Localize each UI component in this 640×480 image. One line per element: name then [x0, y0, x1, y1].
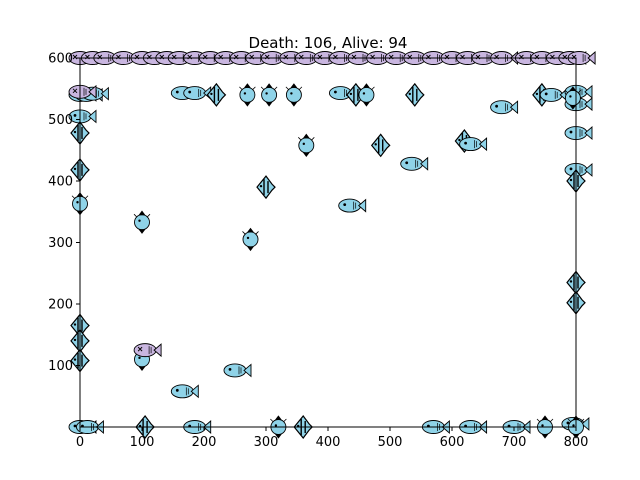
- y-tick-label: 400: [48, 175, 73, 190]
- alive-fish-marker: [183, 86, 212, 101]
- creature-layer: [68, 51, 596, 439]
- y-tick-label: 100: [48, 359, 73, 374]
- alive-fish-marker: [459, 137, 488, 152]
- alive-fish-marker: [170, 384, 199, 399]
- alive-fish-marker: [564, 126, 593, 141]
- x-tick-label: 500: [378, 435, 403, 450]
- game-status-title: Death: 106, Alive: 94: [248, 34, 408, 52]
- alive-pufferfish-marker: [260, 83, 278, 107]
- x-tick-label: 600: [440, 435, 465, 450]
- alive-angelfish-marker: [370, 133, 391, 158]
- alive-pufferfish-marker: [285, 83, 303, 107]
- alive-pufferfish-marker: [298, 133, 315, 157]
- y-tick-label: 600: [48, 52, 73, 67]
- y-tick-label: 500: [48, 113, 73, 128]
- axis-ticks: 0 100 200 300 400 500 600 700 800 100 200 300 400 500…: [48, 52, 588, 451]
- alive-pufferfish-marker: [133, 210, 151, 234]
- alive-fish-marker: [68, 109, 97, 124]
- x-tick-label: 400: [316, 435, 341, 450]
- alive-angelfish-marker: [206, 82, 227, 107]
- alive-pufferfish-marker: [358, 83, 375, 107]
- x-tick-label: 300: [254, 435, 279, 450]
- alive-fish-marker: [539, 87, 568, 102]
- y-tick-label: 300: [48, 236, 73, 251]
- x-tick-label: 700: [502, 435, 527, 450]
- alive-pufferfish-marker: [239, 83, 256, 107]
- alive-pufferfish-marker: [242, 227, 259, 252]
- dead-fish-marker: [133, 343, 162, 358]
- alive-fish-marker: [400, 156, 429, 171]
- x-tick-label: 100: [130, 435, 155, 450]
- alive-fish-marker: [490, 100, 519, 115]
- x-tick-label: 200: [192, 435, 217, 450]
- x-tick-label: 800: [564, 435, 589, 450]
- alive-pufferfish-marker: [564, 86, 582, 110]
- y-tick-label: 200: [48, 298, 73, 313]
- alive-angelfish-marker: [256, 175, 276, 200]
- alive-fish-marker: [338, 198, 367, 213]
- alive-fish-marker: [223, 363, 252, 378]
- alive-angelfish-marker: [405, 82, 425, 107]
- x-tick-label: 0: [76, 435, 84, 450]
